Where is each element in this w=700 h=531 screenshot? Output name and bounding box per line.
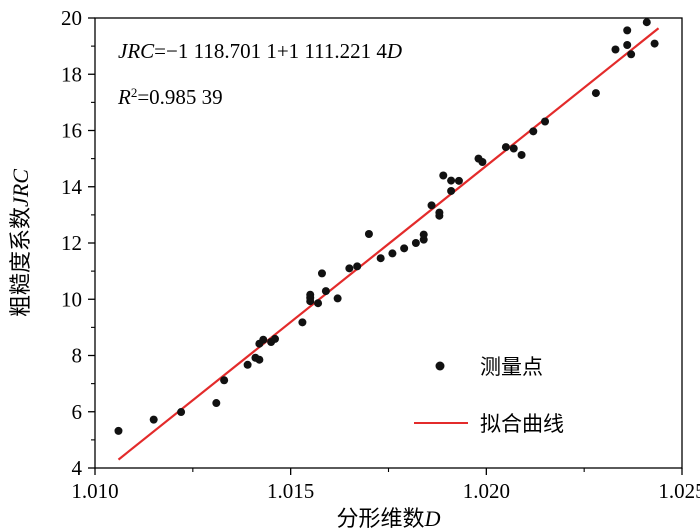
data-point	[388, 249, 397, 258]
data-point	[314, 299, 323, 308]
data-point	[427, 201, 436, 210]
data-point	[317, 269, 326, 278]
data-point	[114, 426, 123, 435]
data-point	[529, 127, 538, 136]
x-tick-label: 1.015	[267, 479, 314, 503]
data-point	[650, 39, 659, 48]
data-point	[501, 143, 510, 152]
data-point	[439, 171, 448, 180]
data-point	[255, 355, 264, 364]
y-axis-ticks: 4 6 8 10 12 14 16 18 20	[61, 6, 95, 480]
data-point	[243, 360, 252, 369]
data-point	[478, 158, 487, 166]
y-tick-label: 18	[61, 62, 82, 86]
data-point	[623, 41, 632, 49]
data-point	[509, 144, 518, 153]
data-point	[627, 50, 636, 59]
data-point	[419, 230, 428, 239]
data-point	[454, 176, 463, 185]
x-tick-label: 1.025	[658, 479, 700, 503]
data-point	[298, 318, 307, 327]
data-point	[364, 230, 373, 238]
data-point	[611, 45, 620, 54]
y-tick-label: 10	[61, 287, 82, 311]
fit-line-series	[117, 27, 660, 461]
data-point	[333, 294, 342, 303]
data-point	[517, 150, 526, 159]
legend-point-marker	[435, 361, 445, 371]
legend-points-label: 测量点	[480, 355, 543, 379]
y-axis-label: 粗糙度系数JRC	[8, 169, 33, 317]
data-point	[447, 176, 456, 185]
y-tick-label: 20	[61, 6, 82, 30]
data-point	[212, 399, 221, 408]
data-point	[345, 264, 354, 273]
legend-fit-label: 拟合曲线	[480, 412, 564, 436]
y-tick-label: 4	[72, 456, 83, 480]
data-point	[623, 26, 632, 35]
data-point	[259, 335, 268, 344]
data-point	[642, 18, 651, 27]
y-tick-label: 12	[61, 231, 82, 255]
data-point	[376, 254, 385, 263]
x-axis-ticks: 1.010 1.015 1.020 1.025	[71, 468, 700, 503]
measured-points-series	[114, 18, 659, 435]
y-tick-label: 14	[61, 175, 83, 199]
data-point	[149, 415, 158, 424]
y-tick-label: 8	[72, 344, 83, 368]
data-point	[435, 208, 444, 217]
x-axis-label: 分形维数D	[337, 506, 441, 531]
data-point	[220, 376, 229, 385]
data-point	[591, 89, 600, 98]
data-point	[541, 117, 550, 126]
x-tick-label: 1.020	[463, 479, 510, 503]
fit-equation: JRC=−1 118.701 1+1 111.221 4D	[118, 39, 402, 63]
data-point	[411, 239, 420, 247]
data-point	[271, 334, 280, 343]
data-point	[306, 290, 315, 299]
data-point	[177, 408, 186, 417]
data-point	[447, 186, 456, 195]
legend: 测量点 拟合曲线	[414, 355, 564, 436]
data-point	[400, 244, 409, 253]
y-tick-label: 16	[61, 119, 82, 143]
r-squared-label: R2=0.985 39	[117, 85, 223, 110]
x-tick-label: 1.010	[71, 479, 118, 503]
y-tick-label: 6	[72, 400, 83, 424]
fit-line	[117, 27, 660, 461]
data-point	[321, 287, 330, 296]
data-point	[353, 262, 362, 271]
